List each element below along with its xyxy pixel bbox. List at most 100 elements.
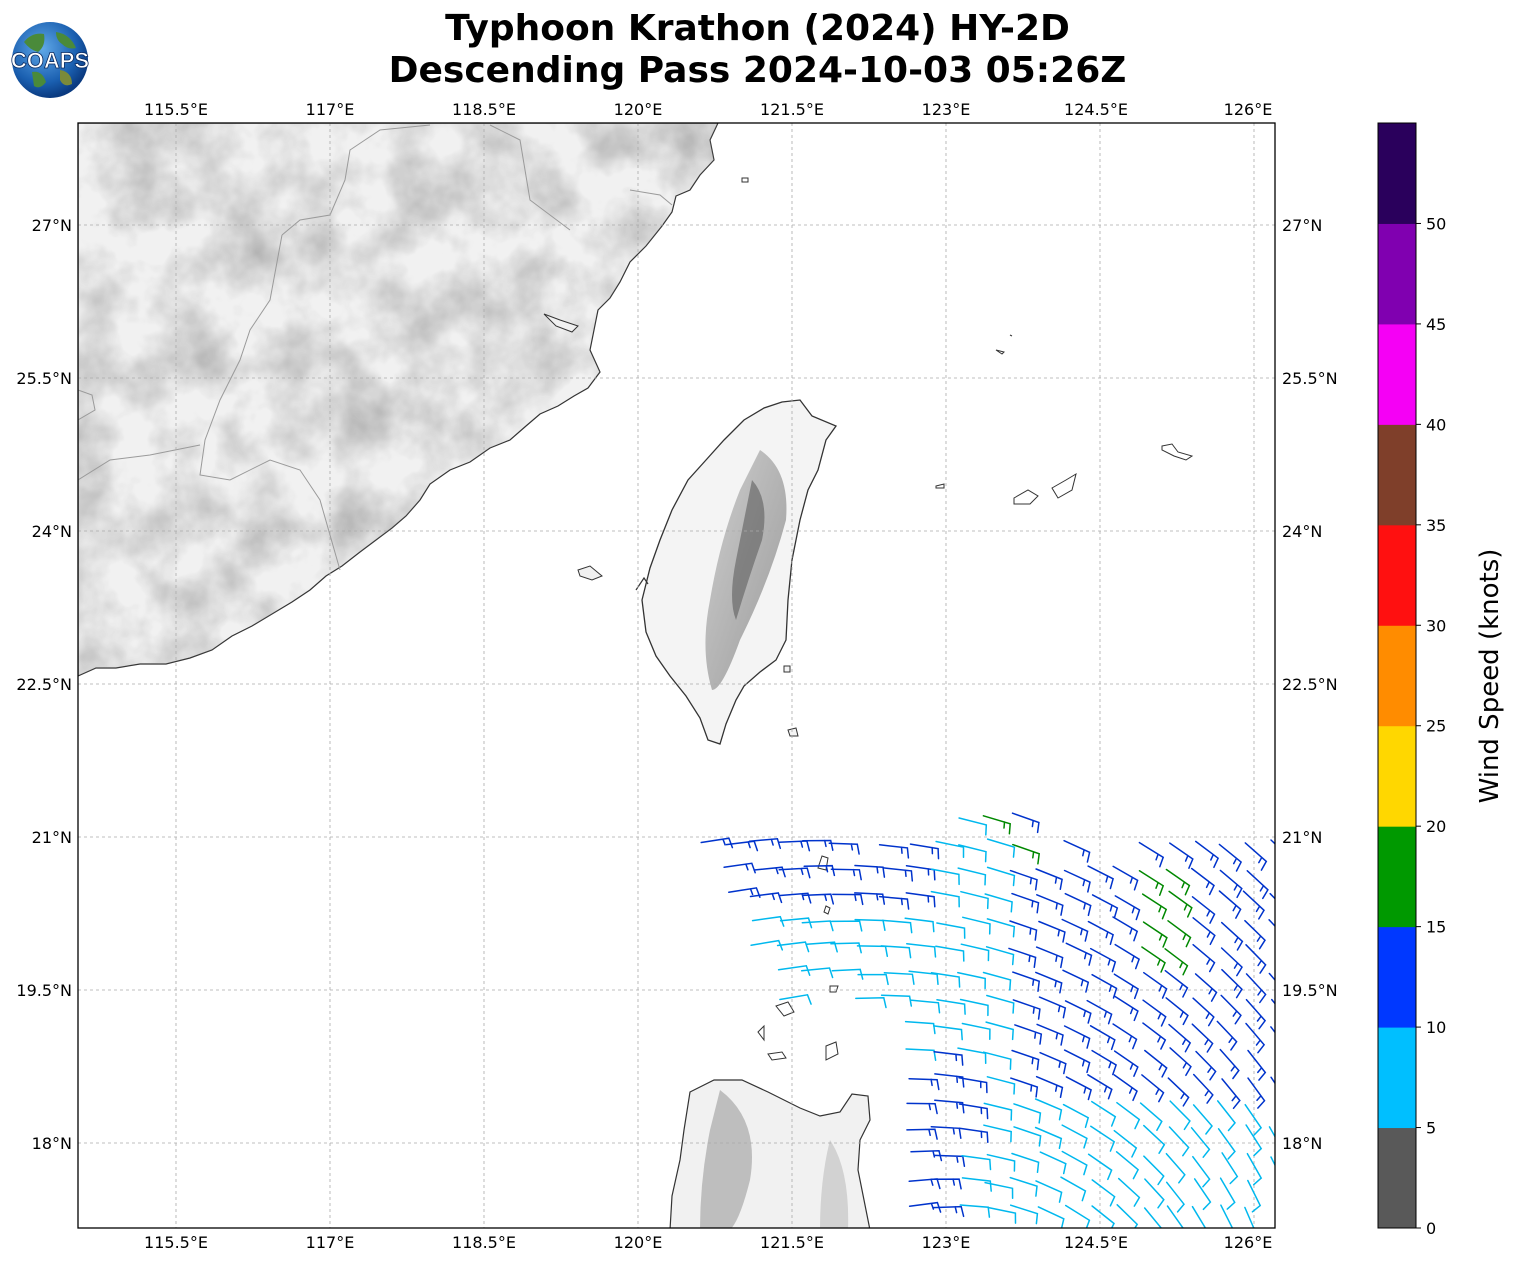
wind-barb xyxy=(1009,1176,1038,1197)
wind-barb xyxy=(1112,865,1139,891)
wind-barb xyxy=(830,920,863,932)
wind-barb xyxy=(776,941,810,953)
wind-barb xyxy=(1164,948,1189,976)
wind-barb xyxy=(1221,1152,1239,1185)
lon-tick-label: 126°E xyxy=(1224,100,1273,119)
colorbar-tick-label: 10 xyxy=(1426,1018,1446,1037)
wind-barb xyxy=(1191,1205,1207,1228)
wind-barb xyxy=(1114,943,1141,970)
lat-tick-label: 19.5°N xyxy=(16,981,72,1000)
wind-barb xyxy=(1115,1151,1140,1180)
wind-barb xyxy=(1038,920,1066,943)
wind-barb xyxy=(1087,1074,1113,1100)
wind-barb xyxy=(779,892,812,904)
wind-barb xyxy=(985,946,1015,966)
lon-ticks-top: 115.5°E 117°E 118.5°E 120°E 121.5°E 123°… xyxy=(144,100,1272,119)
colorbar-segment xyxy=(1378,123,1416,224)
lon-tick-label: 118.5°E xyxy=(452,1233,516,1252)
wind-barb xyxy=(883,972,915,985)
wind-barb xyxy=(1247,1077,1266,1109)
wind-barb xyxy=(1246,1152,1263,1186)
wind-barb xyxy=(832,893,864,906)
colorbar-segment xyxy=(1378,625,1416,727)
wind-barb xyxy=(930,890,960,908)
lon-tick-label: 123°E xyxy=(922,1233,971,1252)
wind-barb xyxy=(958,1127,989,1144)
lat-tick-label: 22.5°N xyxy=(16,675,72,694)
wind-barb xyxy=(1013,1126,1042,1147)
colorbar-segment xyxy=(1378,323,1416,425)
wind-barb xyxy=(983,1102,1013,1121)
wind-barb xyxy=(1244,842,1268,871)
wind-barb xyxy=(857,973,889,986)
lon-tick-label: 123°E xyxy=(922,100,971,119)
wind-barb xyxy=(1192,1104,1213,1135)
lat-tick-label: 19.5°N xyxy=(1282,981,1338,1000)
wind-barb xyxy=(878,895,910,910)
wind-barb xyxy=(1035,946,1064,969)
wind-barb xyxy=(1064,1204,1091,1228)
lat-ticks-left: 27°N 25.5°N 24°N 22.5°N 21°N 19.5°N 18°N xyxy=(16,216,72,1153)
wind-barb xyxy=(750,939,784,951)
wind-barb xyxy=(1063,869,1091,893)
wind-barb xyxy=(1169,1100,1191,1131)
wind-barb xyxy=(801,920,834,932)
wind-barb xyxy=(1063,1049,1091,1074)
wind-barb xyxy=(751,915,785,927)
wind-barb xyxy=(908,1077,940,1091)
wind-barb xyxy=(1091,1049,1118,1076)
wind-barb xyxy=(936,999,966,1015)
wind-barb xyxy=(1064,892,1092,917)
wind-barb xyxy=(957,867,987,886)
wind-barb xyxy=(1012,999,1041,1020)
lon-tick-label: 117°E xyxy=(306,100,355,119)
wind-barb xyxy=(904,917,935,933)
wind-barb xyxy=(1013,1103,1042,1124)
wind-barb xyxy=(805,941,838,953)
wind-barb xyxy=(1242,890,1265,920)
wind-barb xyxy=(1246,870,1269,900)
wind-barb xyxy=(1245,1022,1266,1054)
wind-barb xyxy=(910,1150,943,1162)
wind-barb xyxy=(936,922,966,939)
wind-barb xyxy=(1062,1103,1090,1129)
colorbar-segment xyxy=(1378,524,1416,626)
wind-barb xyxy=(1117,1177,1141,1207)
wind-barb xyxy=(1035,1075,1064,1099)
wind-barb xyxy=(1191,1023,1214,1053)
wind-barb xyxy=(1142,999,1167,1027)
wind-barb xyxy=(1091,973,1118,999)
wind-barb xyxy=(828,842,860,855)
wind-barb xyxy=(930,1178,962,1190)
wind-barb xyxy=(1165,1152,1186,1184)
wind-barb xyxy=(1143,1124,1166,1154)
wind-barb xyxy=(1113,1050,1139,1077)
lat-tick-label: 27°N xyxy=(32,216,72,235)
wind-barb xyxy=(803,864,836,877)
wind-barb xyxy=(1011,812,1040,834)
colorbar-segment xyxy=(1378,1027,1416,1129)
wind-barb xyxy=(1220,921,1244,951)
wind-barb xyxy=(1141,1074,1165,1103)
wind-barb xyxy=(961,1177,992,1192)
wind-barb xyxy=(961,1155,992,1171)
wind-barb xyxy=(1061,918,1089,942)
lat-tick-label: 27°N xyxy=(1282,216,1322,235)
wind-barb xyxy=(1091,1100,1117,1127)
wind-barb xyxy=(1091,1205,1115,1228)
wind-barb xyxy=(986,918,1016,938)
wind-barb xyxy=(1143,1155,1165,1186)
lon-tick-label: 124.5°E xyxy=(1064,1233,1128,1252)
wind-barb xyxy=(1167,1077,1190,1107)
wind-barb xyxy=(1009,1204,1039,1225)
lat-tick-label: 24°N xyxy=(1282,522,1322,541)
wind-barb xyxy=(1142,1022,1167,1050)
wind-barb xyxy=(1087,865,1114,890)
wind-barb xyxy=(959,998,989,1017)
lon-tick-label: 126°E xyxy=(1224,1233,1273,1252)
wind-barb xyxy=(1220,1204,1234,1228)
wind-barb xyxy=(753,866,786,878)
wind-barb xyxy=(1165,997,1189,1026)
colorbar-tick-label: 0 xyxy=(1426,1219,1436,1238)
